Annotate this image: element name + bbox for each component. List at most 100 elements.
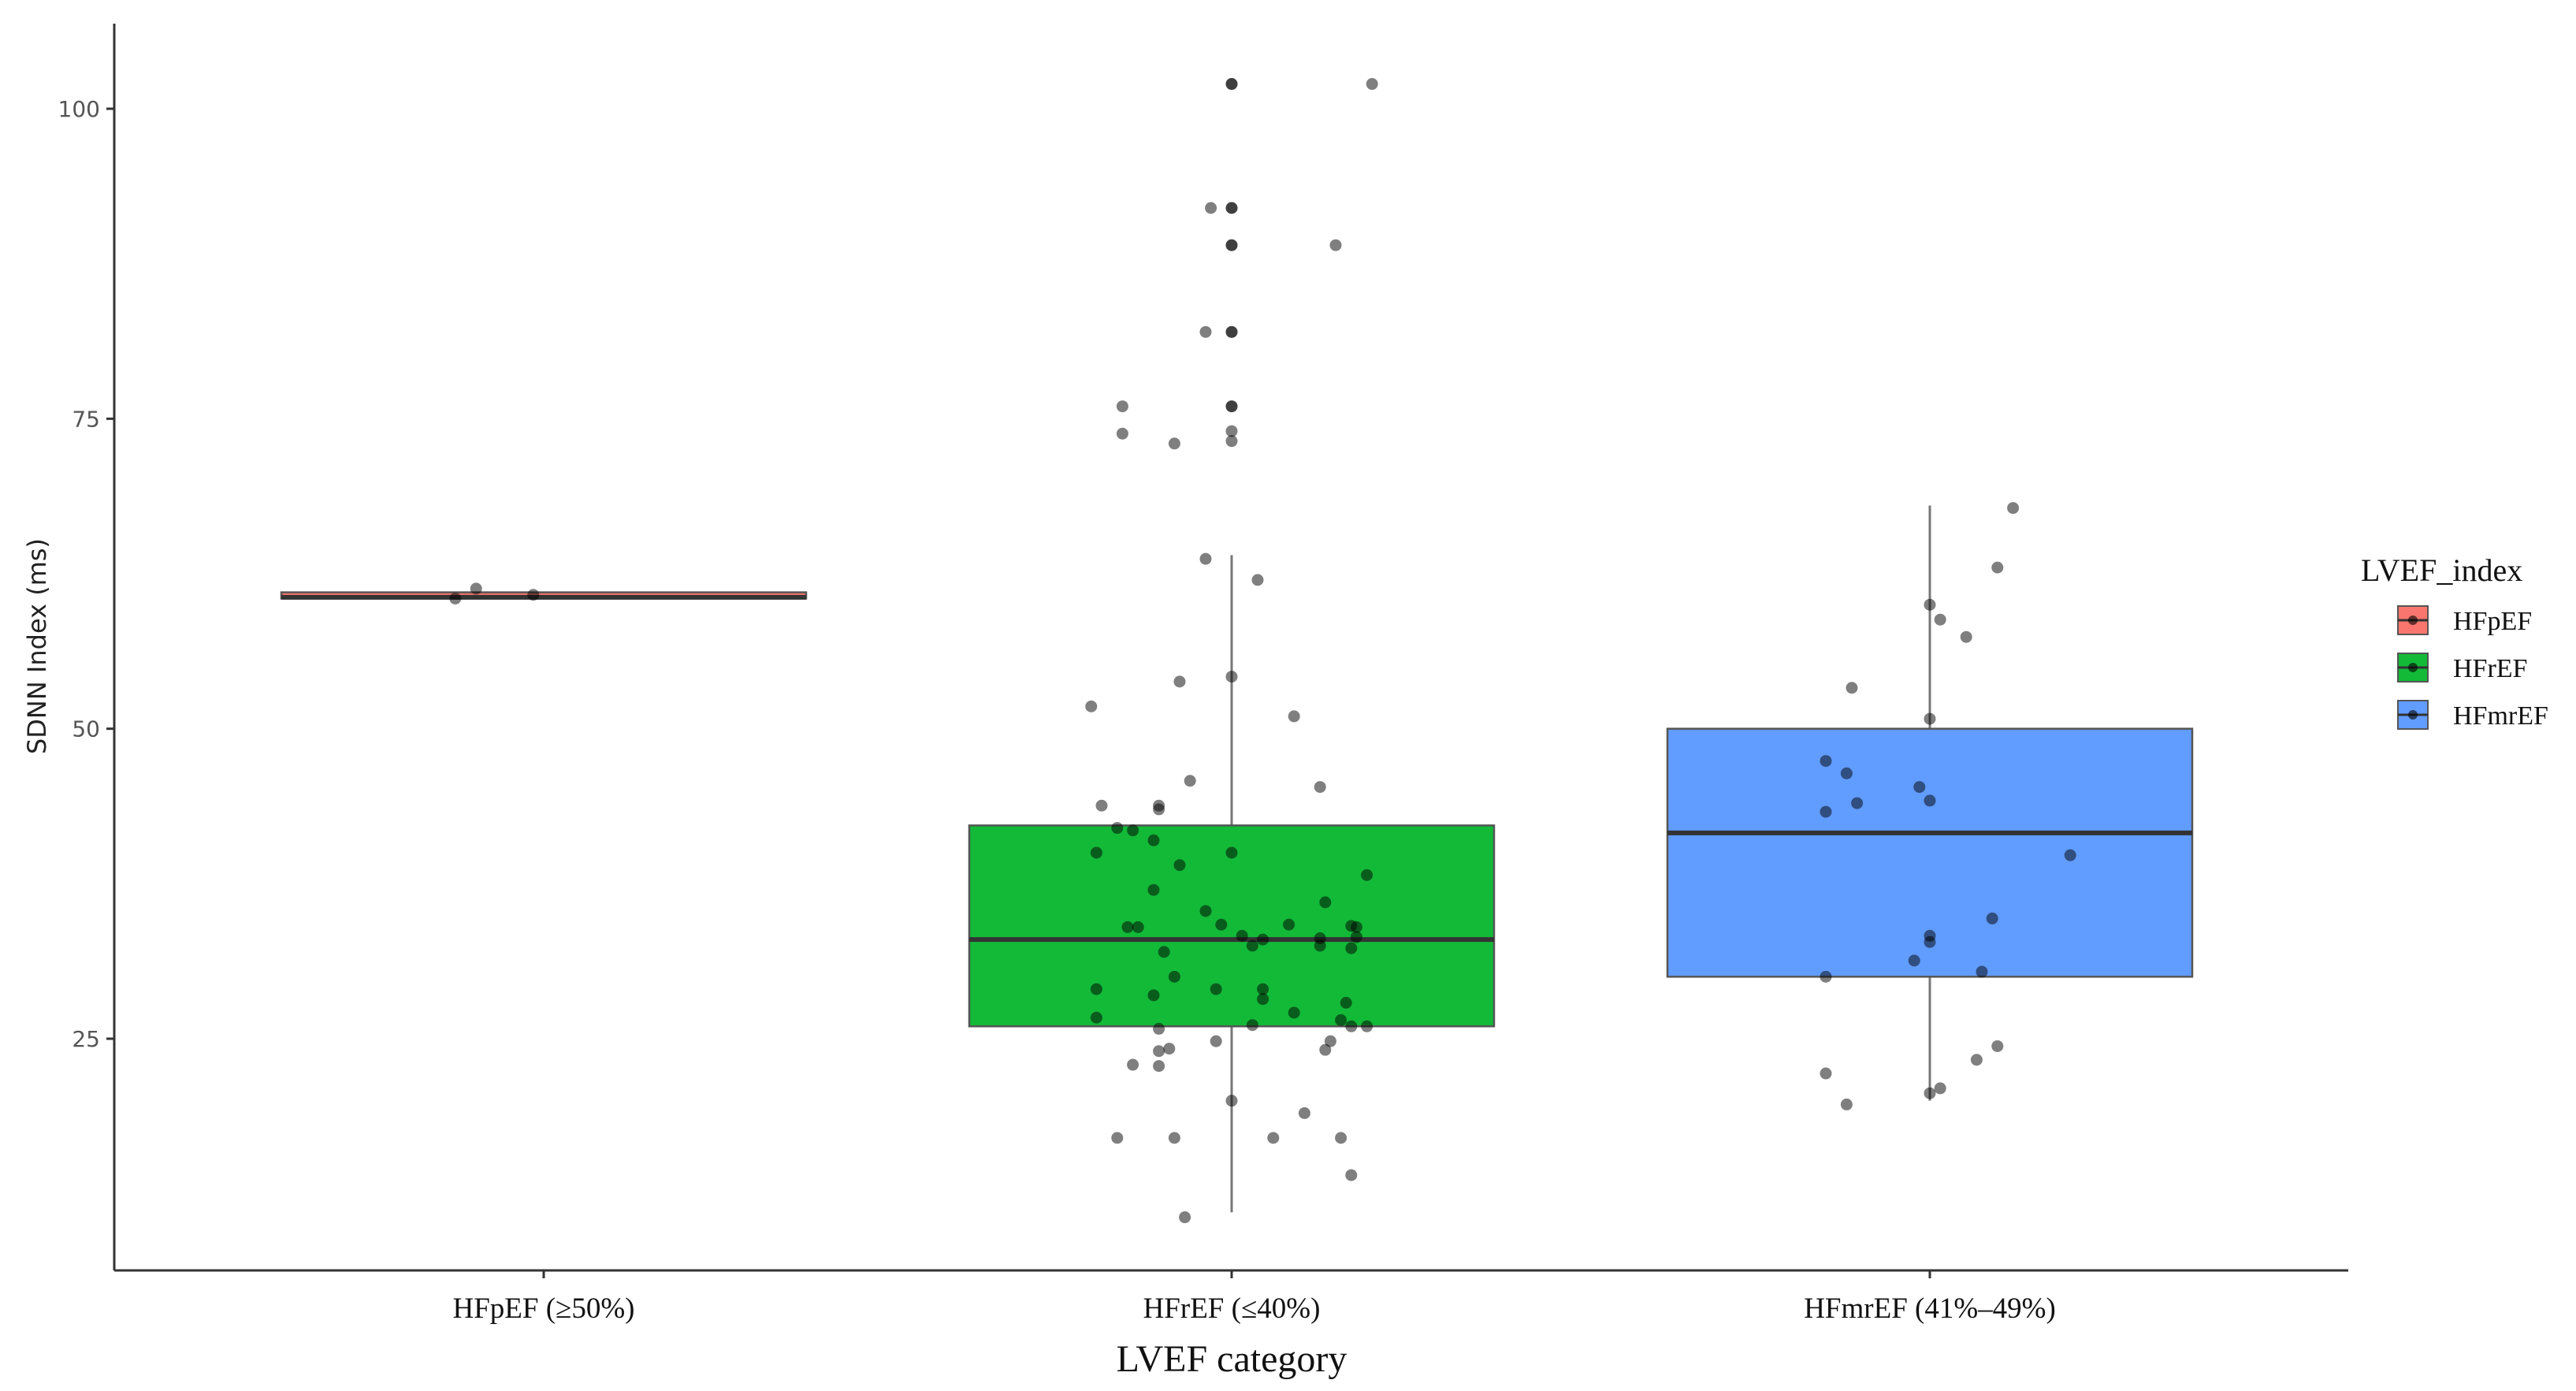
data-point: [1215, 918, 1228, 931]
data-point: [1111, 822, 1124, 835]
data-point: [1085, 700, 1098, 712]
data-point: [1225, 78, 1238, 91]
data-point: [1288, 1006, 1300, 1019]
x-axis-ticks: HFpEF (≥50%) HFrEF (≤40%) HFmrEF (41%–49%): [453, 1270, 2056, 1325]
data-point: [1934, 613, 1946, 626]
data-point: [1225, 202, 1238, 214]
legend-title: LVEF_index: [2361, 552, 2522, 588]
data-point: [1288, 710, 1300, 723]
data-point: [1820, 805, 1832, 818]
points-hfpef: [449, 582, 540, 604]
data-point: [1991, 561, 2004, 574]
legend-key-point: [2408, 710, 2418, 720]
data-point: [1986, 912, 1998, 924]
data-point: [1147, 834, 1160, 846]
data-point: [1335, 1132, 1347, 1144]
legend-label: HFrEF: [2453, 654, 2527, 683]
data-point: [1345, 1020, 1358, 1032]
data-point: [1116, 427, 1128, 440]
data-point: [1924, 935, 1936, 948]
data-point: [1225, 425, 1238, 437]
y-axis-ticks: 25 50 75 100: [58, 96, 114, 1052]
data-point: [1251, 574, 1264, 586]
data-point: [1153, 799, 1165, 812]
data-point: [1225, 325, 1238, 338]
data-point: [1840, 767, 1853, 779]
data-point: [1846, 682, 1858, 694]
data-point: [1168, 1132, 1180, 1144]
data-point: [1934, 1082, 1946, 1095]
data-point: [1121, 921, 1134, 933]
data-point: [1298, 1106, 1310, 1119]
data-point: [1345, 1169, 1358, 1181]
data-point: [1132, 921, 1144, 933]
data-point: [2007, 502, 2020, 515]
data-point: [1236, 929, 1248, 942]
box-group-hfref: [968, 555, 1496, 1213]
data-point: [1173, 675, 1186, 688]
data-point: [1840, 1098, 1853, 1110]
data-point: [1283, 918, 1295, 931]
data-point: [1225, 435, 1238, 448]
data-point: [527, 589, 540, 601]
data-point: [1908, 954, 1920, 967]
data-point: [1991, 1040, 2004, 1052]
x-tick-label: HFrEF (≤40%): [1143, 1292, 1321, 1325]
data-point: [1111, 1132, 1124, 1144]
y-tick-label: 100: [58, 96, 100, 122]
data-point: [1257, 933, 1269, 946]
x-axis-title: LVEF category: [1117, 1338, 1347, 1380]
data-point: [1361, 868, 1373, 881]
data-point: [1257, 983, 1269, 995]
data-point: [1345, 942, 1358, 954]
y-axis-title: SDNN Index (ms): [22, 538, 52, 754]
data-point: [1970, 1054, 1983, 1066]
data-point: [1205, 202, 1217, 214]
data-point: [1851, 797, 1864, 809]
x-tick-label: HFpEF (≥50%): [453, 1292, 635, 1325]
legend-label: HFpEF: [2453, 607, 2532, 636]
data-point: [1924, 1087, 1936, 1099]
data-point: [1210, 983, 1222, 995]
data-point: [1976, 965, 1988, 978]
legend-label: HFmrEF: [2453, 701, 2548, 731]
data-point: [1225, 846, 1238, 859]
legend-entry-hfmref: HFmrEF: [2397, 700, 2548, 731]
data-point: [1350, 921, 1362, 933]
points-hfref: [1085, 78, 1378, 1224]
data-point: [1095, 799, 1108, 812]
box-group-hfpef: [280, 591, 808, 600]
legend-key-point: [2408, 663, 2418, 672]
data-point: [1246, 1019, 1258, 1032]
data-point: [1340, 996, 1352, 1009]
data-point: [1158, 946, 1170, 958]
data-point: [449, 592, 462, 604]
points-hfmref: [1820, 502, 2076, 1110]
data-point: [1153, 1045, 1165, 1058]
data-point: [1153, 1022, 1165, 1035]
data-point: [1960, 630, 1972, 643]
data-point: [1924, 712, 1936, 725]
legend: LVEF_index HFpEF HFrEF HFmrEF: [2361, 552, 2548, 731]
data-point: [1820, 755, 1832, 768]
data-point: [1329, 239, 1342, 251]
data-point: [1257, 993, 1269, 1006]
data-point: [1913, 781, 1926, 794]
data-point: [1820, 1067, 1832, 1080]
data-point: [1324, 1035, 1336, 1047]
data-point: [1314, 939, 1326, 952]
data-point: [470, 582, 482, 595]
y-tick-label: 75: [72, 406, 100, 432]
data-point: [1199, 552, 1212, 565]
data-point: [1147, 883, 1160, 896]
legend-entry-hfref: HFrEF: [2397, 653, 2527, 683]
data-point: [1225, 239, 1238, 251]
data-point: [1127, 824, 1139, 837]
data-point: [1168, 970, 1180, 983]
data-point: [1366, 78, 1378, 91]
data-point: [1090, 983, 1102, 995]
data-point: [1199, 905, 1212, 917]
data-point: [1246, 939, 1258, 952]
data-point: [1924, 794, 1936, 807]
data-point: [1335, 1013, 1347, 1026]
